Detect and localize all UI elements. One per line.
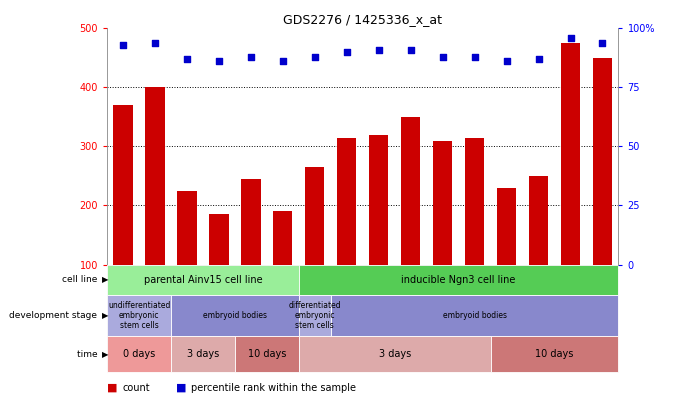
Point xyxy=(214,58,225,65)
Point xyxy=(245,53,256,60)
Text: count: count xyxy=(122,383,150,393)
Bar xyxy=(107,295,171,336)
Bar xyxy=(107,264,299,295)
Bar xyxy=(465,138,484,324)
Bar xyxy=(241,179,261,324)
Bar xyxy=(337,138,357,324)
Point xyxy=(341,49,352,55)
Bar xyxy=(145,87,164,324)
Bar xyxy=(178,191,196,324)
Bar xyxy=(209,214,229,324)
Point xyxy=(277,58,288,65)
Point xyxy=(437,53,448,60)
Text: ▶: ▶ xyxy=(102,350,108,358)
Bar xyxy=(273,211,292,324)
Bar xyxy=(369,134,388,324)
Bar xyxy=(107,336,171,373)
Bar xyxy=(171,295,299,336)
Point xyxy=(469,53,480,60)
Text: ▶: ▶ xyxy=(102,311,108,320)
Point xyxy=(373,46,384,53)
Bar xyxy=(171,336,235,373)
Bar xyxy=(299,336,491,373)
Bar xyxy=(299,264,618,295)
Bar xyxy=(107,264,618,371)
Bar xyxy=(235,336,299,373)
Bar xyxy=(491,336,618,373)
Bar xyxy=(401,117,420,324)
Text: 10 days: 10 days xyxy=(536,349,574,359)
Bar xyxy=(593,58,612,324)
Point xyxy=(565,34,576,41)
Text: time: time xyxy=(77,350,100,358)
Point xyxy=(405,46,416,53)
Point xyxy=(117,42,129,48)
Text: 0 days: 0 days xyxy=(123,349,155,359)
Text: undifferentiated
embryonic
stem cells: undifferentiated embryonic stem cells xyxy=(108,301,170,330)
Bar xyxy=(529,176,548,324)
Text: differentiated
embryonic
stem cells: differentiated embryonic stem cells xyxy=(289,301,341,330)
Point xyxy=(182,56,193,62)
Text: ▶: ▶ xyxy=(102,275,108,284)
Text: cell line: cell line xyxy=(62,275,100,284)
Text: 3 days: 3 days xyxy=(187,349,219,359)
Bar xyxy=(331,295,618,336)
Point xyxy=(310,53,321,60)
Text: development stage: development stage xyxy=(9,311,100,320)
Text: embryoid bodies: embryoid bodies xyxy=(203,311,267,320)
Bar xyxy=(113,105,133,324)
Title: GDS2276 / 1425336_x_at: GDS2276 / 1425336_x_at xyxy=(283,13,442,26)
Text: ■: ■ xyxy=(176,383,187,393)
Bar xyxy=(497,188,516,324)
Text: embryoid bodies: embryoid bodies xyxy=(443,311,507,320)
Bar xyxy=(561,43,580,324)
Text: 3 days: 3 days xyxy=(379,349,411,359)
Bar xyxy=(299,295,331,336)
Text: parental Ainv15 cell line: parental Ainv15 cell line xyxy=(144,275,263,285)
Point xyxy=(501,58,512,65)
Point xyxy=(149,39,160,46)
Bar xyxy=(305,167,325,324)
Point xyxy=(597,39,608,46)
Bar xyxy=(433,141,452,324)
Text: ■: ■ xyxy=(107,383,117,393)
Text: percentile rank within the sample: percentile rank within the sample xyxy=(191,383,357,393)
Point xyxy=(533,56,544,62)
Text: inducible Ngn3 cell line: inducible Ngn3 cell line xyxy=(401,275,516,285)
Text: 10 days: 10 days xyxy=(247,349,286,359)
